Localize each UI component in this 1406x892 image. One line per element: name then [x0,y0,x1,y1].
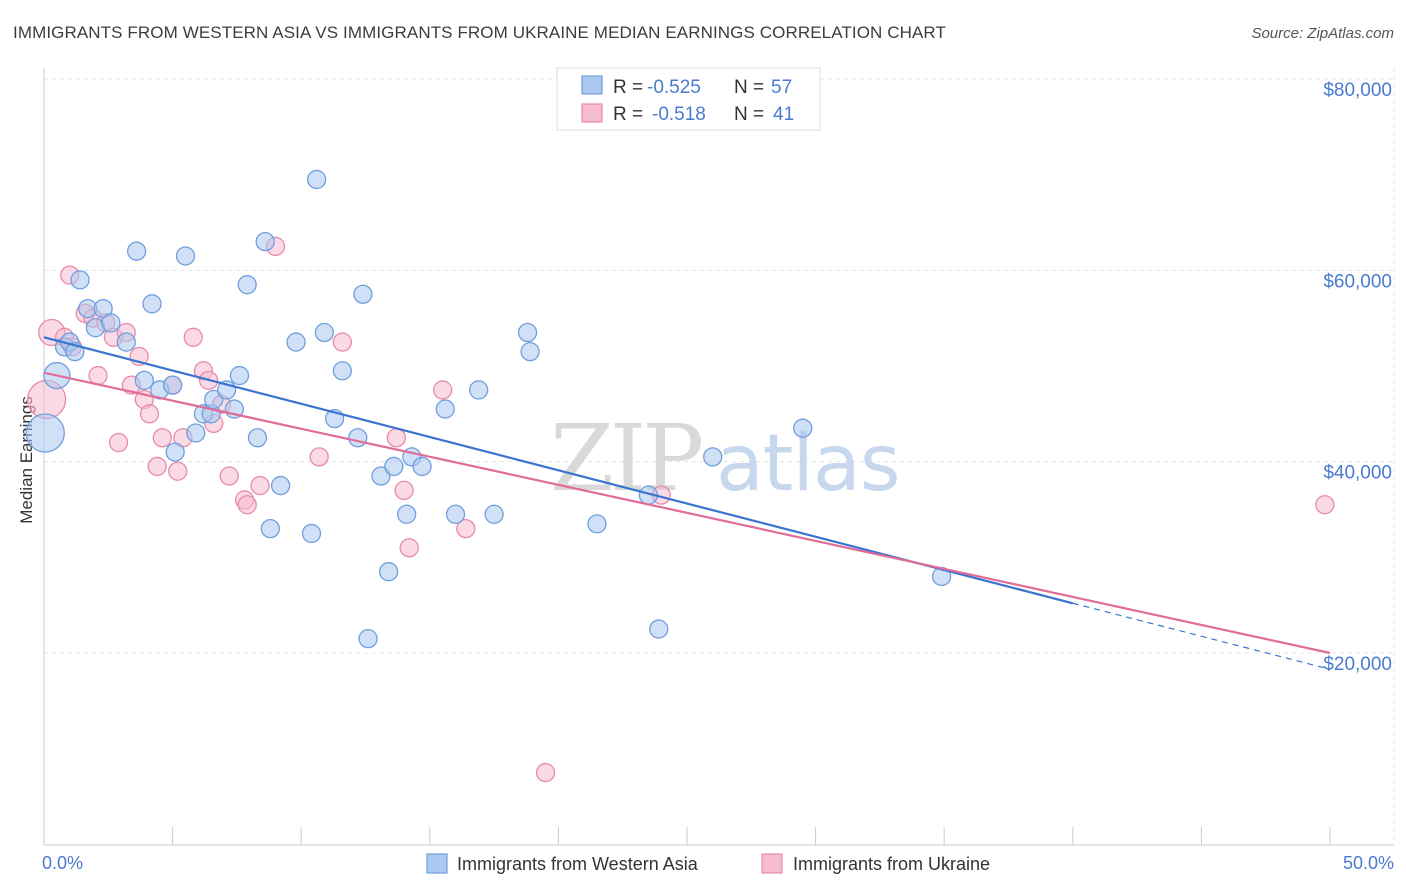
stats-legend-n-value-1: 57 [771,77,792,98]
chart-title: IMMIGRANTS FROM WESTERN ASIA VS IMMIGRAN… [13,23,946,42]
western-asia-point-9 [101,313,121,333]
ukraine-point-31 [309,447,329,467]
ukraine-point-33 [386,428,407,448]
stats-legend-r-value-1: -0.525 [647,77,701,98]
western-asia-point-39 [371,466,391,486]
ukraine-point-15 [139,404,160,424]
chart-source: Source: ZipAtlas.com [1251,25,1394,42]
western-asia-point-31 [301,523,322,544]
trend-line-western-asia-extension [1072,602,1331,670]
series-legend-label-ukraine: Immigrants from Ukraine [793,854,990,874]
western-asia-point-18 [186,423,206,443]
stats-legend: R = -0.525 N = 57 R = -0.518 N = 41 [556,67,821,131]
ukraine-point-40 [1315,495,1335,515]
ukraine-point-10 [108,432,129,453]
western-asia-point-50 [520,341,540,362]
western-asia-point-15 [162,375,183,395]
watermark-zip: ZIP [550,405,701,512]
western-asia-point-42 [397,504,417,524]
western-asia-point-48 [484,504,504,524]
y-tick-label-2: $60,000 [1323,271,1392,292]
western-asia-point-26 [247,428,268,448]
western-asia-point-45 [435,399,455,419]
y-tick-labels: $20,000 $40,000 $60,000 $80,000 [1323,80,1392,675]
western-asia-point-54 [703,447,723,467]
stats-legend-r-value-2: -0.518 [652,104,706,125]
western-asia-point-41 [384,456,404,477]
ukraine-point-19 [168,461,188,481]
series-legend: Immigrants from Western Asia Immigrants … [426,853,990,874]
western-asia-point-13 [142,294,162,314]
western-asia-point-0 [25,413,65,453]
western-asia-point-33 [314,322,334,343]
stats-legend-n-label-1: N = [734,77,764,98]
series-legend-swatch-ukraine [761,853,783,874]
western-asia-point-32 [306,169,327,190]
western-asia-point-47 [469,380,489,400]
stats-legend-r-label-2: R = [613,104,643,125]
western-asia-point-30 [286,332,306,352]
western-asia-point-27 [255,231,275,252]
western-asia-point-10 [116,332,136,352]
stats-legend-r-label-1: R = [613,77,643,98]
ukraine-point-16 [147,456,167,477]
y-tick-label-0: $20,000 [1323,654,1392,675]
ukraine-point-32 [332,332,353,352]
western-asia-point-16 [165,442,185,462]
western-asia-point-12 [134,370,154,391]
series-western-asia-points [25,169,952,649]
x-tick-label-max: 50.0% [1343,853,1394,873]
ukraine-point-34 [394,480,414,501]
y-axis-label: Median Earnings [17,396,36,524]
western-asia-point-25 [237,275,257,295]
western-asia-point-49 [517,322,538,343]
watermark: ZIP atlas [550,405,901,512]
ukraine-point-36 [433,380,453,400]
ukraine-point-28 [237,495,257,515]
western-asia-point-5 [70,270,90,290]
ukraine-point-29 [250,475,270,496]
stats-legend-n-label-2: N = [734,104,764,125]
stats-legend-swatch-ukraine [581,103,603,123]
ukraine-point-17 [152,428,172,448]
ukraine-point-37 [456,518,476,539]
series-legend-swatch-western-asia [426,853,448,874]
western-asia-point-21 [204,389,224,410]
x-tick-label-min: 0.0% [42,853,83,873]
series-legend-label-western-asia: Immigrants from Western Asia [457,854,699,874]
western-asia-point-46 [445,504,466,524]
western-asia-point-11 [126,241,147,261]
western-asia-point-55 [793,418,813,438]
western-asia-point-28 [260,518,280,539]
western-asia-point-17 [175,246,196,266]
ukraine-point-38 [535,762,556,783]
axes [43,68,1394,846]
ukraine-point-35 [399,538,419,558]
western-asia-point-38 [358,629,378,649]
western-asia-point-24 [229,365,250,386]
stats-legend-n-value-2: 41 [773,104,794,125]
stats-legend-swatch-western-asia [581,75,603,95]
western-asia-point-37 [353,284,373,304]
trend-lines [43,336,1331,670]
ukraine-point-26 [219,466,239,486]
trend-line-ukraine [43,371,1331,655]
y-tick-label-3: $80,000 [1323,80,1392,101]
ukraine-point-21 [183,327,203,347]
western-asia-point-51 [587,514,607,534]
y-tick-label-1: $40,000 [1323,463,1392,484]
western-asia-point-35 [332,361,353,381]
western-asia-point-36 [348,428,368,448]
western-asia-point-40 [378,562,399,582]
western-asia-point-44 [412,456,432,477]
western-asia-point-29 [270,475,291,496]
ukraine-point-7 [88,365,108,386]
western-asia-point-53 [649,619,669,639]
